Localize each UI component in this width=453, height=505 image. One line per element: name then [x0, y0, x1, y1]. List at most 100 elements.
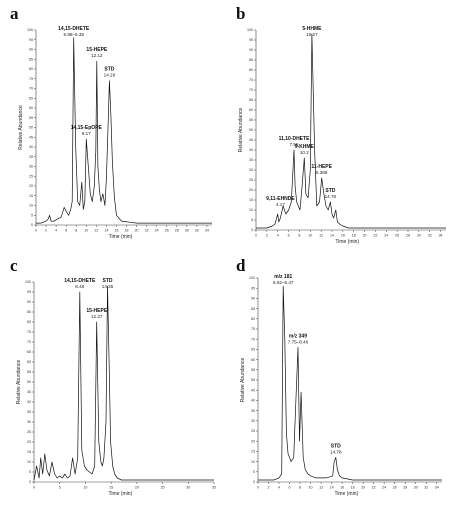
chromatogram-trace [36, 37, 212, 224]
x-tick-label: 22 [145, 229, 149, 233]
y-tick-label: 0 [251, 228, 253, 232]
chromatogram-d: 0510152025303540455055606570758085909510… [240, 274, 442, 497]
x-tick-label: 26 [393, 486, 397, 490]
x-tick-label: 8 [299, 486, 301, 490]
y-tick-label: 95 [249, 38, 253, 42]
y-tick-label: 50 [249, 128, 253, 132]
chromatogram-b: 0510152025303540455055606570758085909510… [238, 26, 446, 245]
y-tick-label: 50 [251, 378, 255, 382]
y-tick-label: 85 [251, 307, 255, 311]
chromatogram-trace [256, 33, 446, 229]
y-tick-label: 100 [27, 28, 33, 32]
peak-retention-time: 12.12 [91, 53, 103, 58]
y-tick-label: 100 [249, 276, 255, 280]
y-tick-label: 10 [249, 208, 253, 212]
y-tick-label: 0 [253, 480, 255, 484]
peak-label: 15-HEPE [86, 47, 108, 53]
x-tick-label: 10 [83, 486, 87, 490]
y-tick-label: 15 [27, 450, 31, 454]
x-tick-label: 4 [278, 486, 280, 490]
x-tick-label: 14 [330, 486, 334, 490]
x-tick-label: 4 [55, 229, 57, 233]
x-tick-label: 4 [277, 234, 279, 238]
y-tick-label: 60 [29, 106, 33, 110]
chromatogram-trace [258, 285, 442, 481]
x-tick-label: 20 [361, 486, 365, 490]
y-tick-label: 90 [251, 297, 255, 301]
peak-retention-time: 14.35 [102, 284, 114, 289]
panel-label: b [236, 4, 246, 23]
y-tick-label: 15 [249, 198, 253, 202]
peak-label: 14,15-DHETE [64, 278, 96, 284]
peak-retention-time: 14.29 [104, 73, 116, 78]
y-tick-label: 10 [27, 460, 31, 464]
peak-label: STD [104, 67, 114, 73]
peak-label: STD [325, 188, 335, 194]
y-tick-label: 100 [25, 280, 31, 284]
y-tick-label: 65 [27, 350, 31, 354]
y-tick-label: 80 [29, 67, 33, 71]
y-tick-label: 55 [249, 118, 253, 122]
y-tick-label: 55 [27, 370, 31, 374]
y-tick-label: 25 [27, 430, 31, 434]
y-tick-label: 35 [251, 409, 255, 413]
y-tick-label: 25 [29, 174, 33, 178]
peak-retention-time: 8.46 [75, 284, 84, 289]
y-tick-label: 75 [29, 77, 33, 81]
chart-panel-c: c 0 5 10 15 20 25 30 35 40 45 50 55 60 65 70 75 80 85 90 95… [0, 250, 226, 500]
x-tick-label: 6 [65, 229, 67, 233]
peak-retention-time: 5.62–5.47 [273, 280, 294, 285]
y-tick-label: 5 [31, 213, 33, 217]
x-tick-label: 22 [373, 234, 377, 238]
y-tick-label: 80 [251, 317, 255, 321]
y-tick-label: 100 [247, 28, 253, 32]
y-tick-label: 40 [27, 400, 31, 404]
y-tick-label: 10 [29, 204, 33, 208]
y-tick-label: 90 [249, 48, 253, 52]
x-tick-label: 18 [352, 234, 356, 238]
peak-label: STD [103, 278, 113, 284]
y-tick-label: 0 [29, 480, 31, 484]
y-tick-label: 5 [29, 470, 31, 474]
x-tick-label: 34 [205, 229, 209, 233]
x-tick-label: 6 [288, 234, 290, 238]
y-tick-label: 5 [253, 470, 255, 474]
y-axis-label: Relative Abundance [238, 108, 244, 153]
y-tick-label: 35 [27, 410, 31, 414]
y-tick-label: 45 [249, 138, 253, 142]
x-tick-label: 34 [435, 486, 439, 490]
x-tick-label: 16 [340, 486, 344, 490]
x-tick-label: 18 [351, 486, 355, 490]
y-tick-label: 15 [29, 194, 33, 198]
x-tick-label: 10 [308, 234, 312, 238]
x-tick-label: 6 [289, 486, 291, 490]
panel-label: c [10, 256, 18, 275]
x-axis-label: Time (min) [109, 234, 133, 240]
x-tick-label: 32 [428, 234, 432, 238]
x-tick-label: 30 [185, 229, 189, 233]
y-tick-label: 80 [249, 68, 253, 72]
chart-panel-a: a 0 5 10 15 20 25 30 35 40 45 50 55 60 65 70 75 80 85 90 95… [0, 0, 226, 250]
y-tick-label: 55 [251, 368, 255, 372]
peak-label: m/z 349 [289, 333, 307, 339]
x-axis-label: Time (min) [109, 491, 133, 497]
y-tick-label: 5 [251, 218, 253, 222]
chart-panel-b: b 0 5 10 15 20 25 30 35 40 45 50 55 60 65 70 75 80 85 90 95… [226, 0, 453, 250]
y-tick-label: 45 [27, 390, 31, 394]
x-tick-label: 10 [309, 486, 313, 490]
x-tick-label: 28 [406, 234, 410, 238]
y-tick-label: 50 [29, 126, 33, 130]
y-tick-label: 65 [251, 348, 255, 352]
y-tick-label: 10 [251, 460, 255, 464]
peak-label: 5-HHME [302, 26, 322, 32]
y-tick-label: 60 [27, 360, 31, 364]
y-tick-label: 75 [251, 327, 255, 331]
x-tick-label: 25 [161, 486, 165, 490]
y-tick-label: 20 [29, 184, 33, 188]
x-tick-label: 28 [175, 229, 179, 233]
y-tick-label: 80 [27, 320, 31, 324]
x-tick-label: 2 [45, 229, 47, 233]
x-tick-label: 26 [395, 234, 399, 238]
x-tick-label: 12 [319, 234, 323, 238]
y-tick-label: 20 [251, 439, 255, 443]
